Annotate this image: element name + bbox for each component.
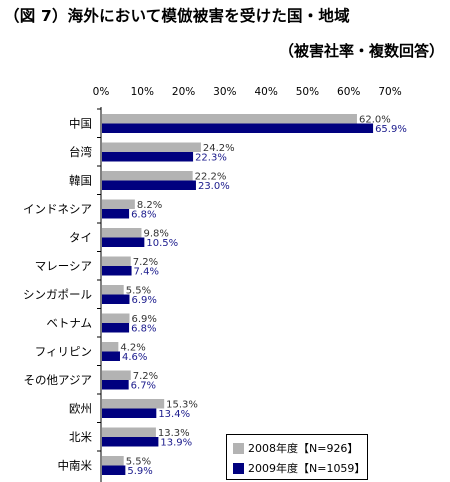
- data-label: 22.2%: [195, 172, 227, 183]
- bar: [102, 180, 196, 190]
- bar: [102, 380, 129, 390]
- x-tick-label: 40%: [254, 86, 277, 98]
- bar: [102, 266, 132, 276]
- data-label: 4.2%: [120, 343, 145, 354]
- bar: [102, 370, 131, 380]
- data-label: 13.4%: [158, 409, 190, 420]
- legend-swatch-2009: [233, 462, 244, 474]
- data-label: 7.4%: [134, 267, 159, 278]
- category-label: 台湾: [69, 145, 92, 159]
- x-tick-label: 50%: [296, 86, 319, 98]
- data-label: 4.6%: [122, 352, 147, 363]
- data-label: 7.2%: [133, 257, 158, 268]
- bar: [102, 142, 201, 152]
- bar: [102, 294, 130, 304]
- category-label: 中国: [69, 117, 92, 131]
- data-label: 6.8%: [131, 324, 156, 335]
- category-label: マレーシア: [35, 259, 92, 273]
- bar: [102, 199, 135, 209]
- data-label: 6.7%: [131, 381, 156, 392]
- legend-item-2009: 2009年度【N=1059】: [233, 460, 365, 476]
- category-label: ベトナム: [46, 316, 92, 330]
- bar: [102, 228, 142, 238]
- data-label: 7.2%: [133, 371, 158, 382]
- bar: [102, 437, 159, 447]
- category-label: フィリピン: [35, 345, 92, 359]
- category-label: シンガポール: [23, 288, 92, 302]
- chart-subtitle: （被害社率・複数回答）: [278, 42, 444, 60]
- bar: [102, 323, 130, 333]
- x-tick-label: 20%: [172, 86, 195, 98]
- bar: [102, 399, 165, 409]
- category-label: その他アジア: [23, 373, 92, 387]
- bar: [102, 285, 124, 295]
- data-label: 5.5%: [126, 286, 151, 297]
- data-label: 22.3%: [195, 153, 227, 164]
- x-tick-label: 60%: [337, 86, 360, 98]
- bar: [102, 465, 126, 475]
- bar: [102, 114, 357, 124]
- category-label: 韓国: [69, 174, 92, 188]
- bar: [102, 427, 156, 437]
- category-label: 北米: [69, 430, 92, 444]
- legend-label-2008: 2008年度【N=926】: [248, 442, 359, 455]
- data-label: 65.9%: [375, 124, 407, 135]
- category-label: インドネシア: [23, 202, 92, 216]
- x-tick-label: 0%: [93, 86, 110, 98]
- bar: [102, 456, 124, 466]
- legend-label-2009: 2009年度【N=1059】: [248, 462, 366, 475]
- category-label: 中南米: [58, 459, 93, 473]
- data-label: 13.3%: [158, 428, 190, 439]
- data-label: 5.9%: [127, 466, 152, 477]
- data-label: 62.0%: [359, 115, 391, 126]
- category-label: 欧州: [69, 402, 92, 416]
- bar: [102, 351, 120, 361]
- data-label: 10.5%: [146, 238, 178, 249]
- data-label: 23.0%: [198, 181, 230, 192]
- category-label: タイ: [69, 231, 92, 245]
- bar: [102, 313, 130, 323]
- data-label: 6.9%: [131, 314, 156, 325]
- data-label: 13.9%: [160, 438, 192, 449]
- data-label: 8.2%: [137, 200, 162, 211]
- x-tick-label: 70%: [378, 86, 401, 98]
- x-tick-label: 10%: [131, 86, 154, 98]
- data-label: 5.5%: [126, 457, 151, 468]
- legend-swatch-2008: [233, 442, 244, 454]
- bar: [102, 256, 131, 266]
- bar: [102, 152, 194, 162]
- bar: [102, 171, 193, 181]
- data-label: 6.8%: [131, 210, 156, 221]
- bar: [102, 209, 130, 219]
- chart-legend: 2008年度【N=926】 2009年度【N=1059】: [226, 434, 368, 480]
- chart-title: （図 7）海外において模倣被害を受けた国・地域: [4, 7, 350, 25]
- data-label: 15.3%: [166, 400, 198, 411]
- bar: [102, 237, 145, 247]
- legend-item-2008: 2008年度【N=926】: [233, 440, 358, 456]
- data-label: 24.2%: [203, 143, 235, 154]
- bar: [102, 342, 119, 352]
- bar: [102, 408, 157, 418]
- x-tick-label: 30%: [213, 86, 236, 98]
- data-label: 9.8%: [143, 229, 168, 240]
- bar: [102, 123, 374, 133]
- data-label: 6.9%: [131, 295, 156, 306]
